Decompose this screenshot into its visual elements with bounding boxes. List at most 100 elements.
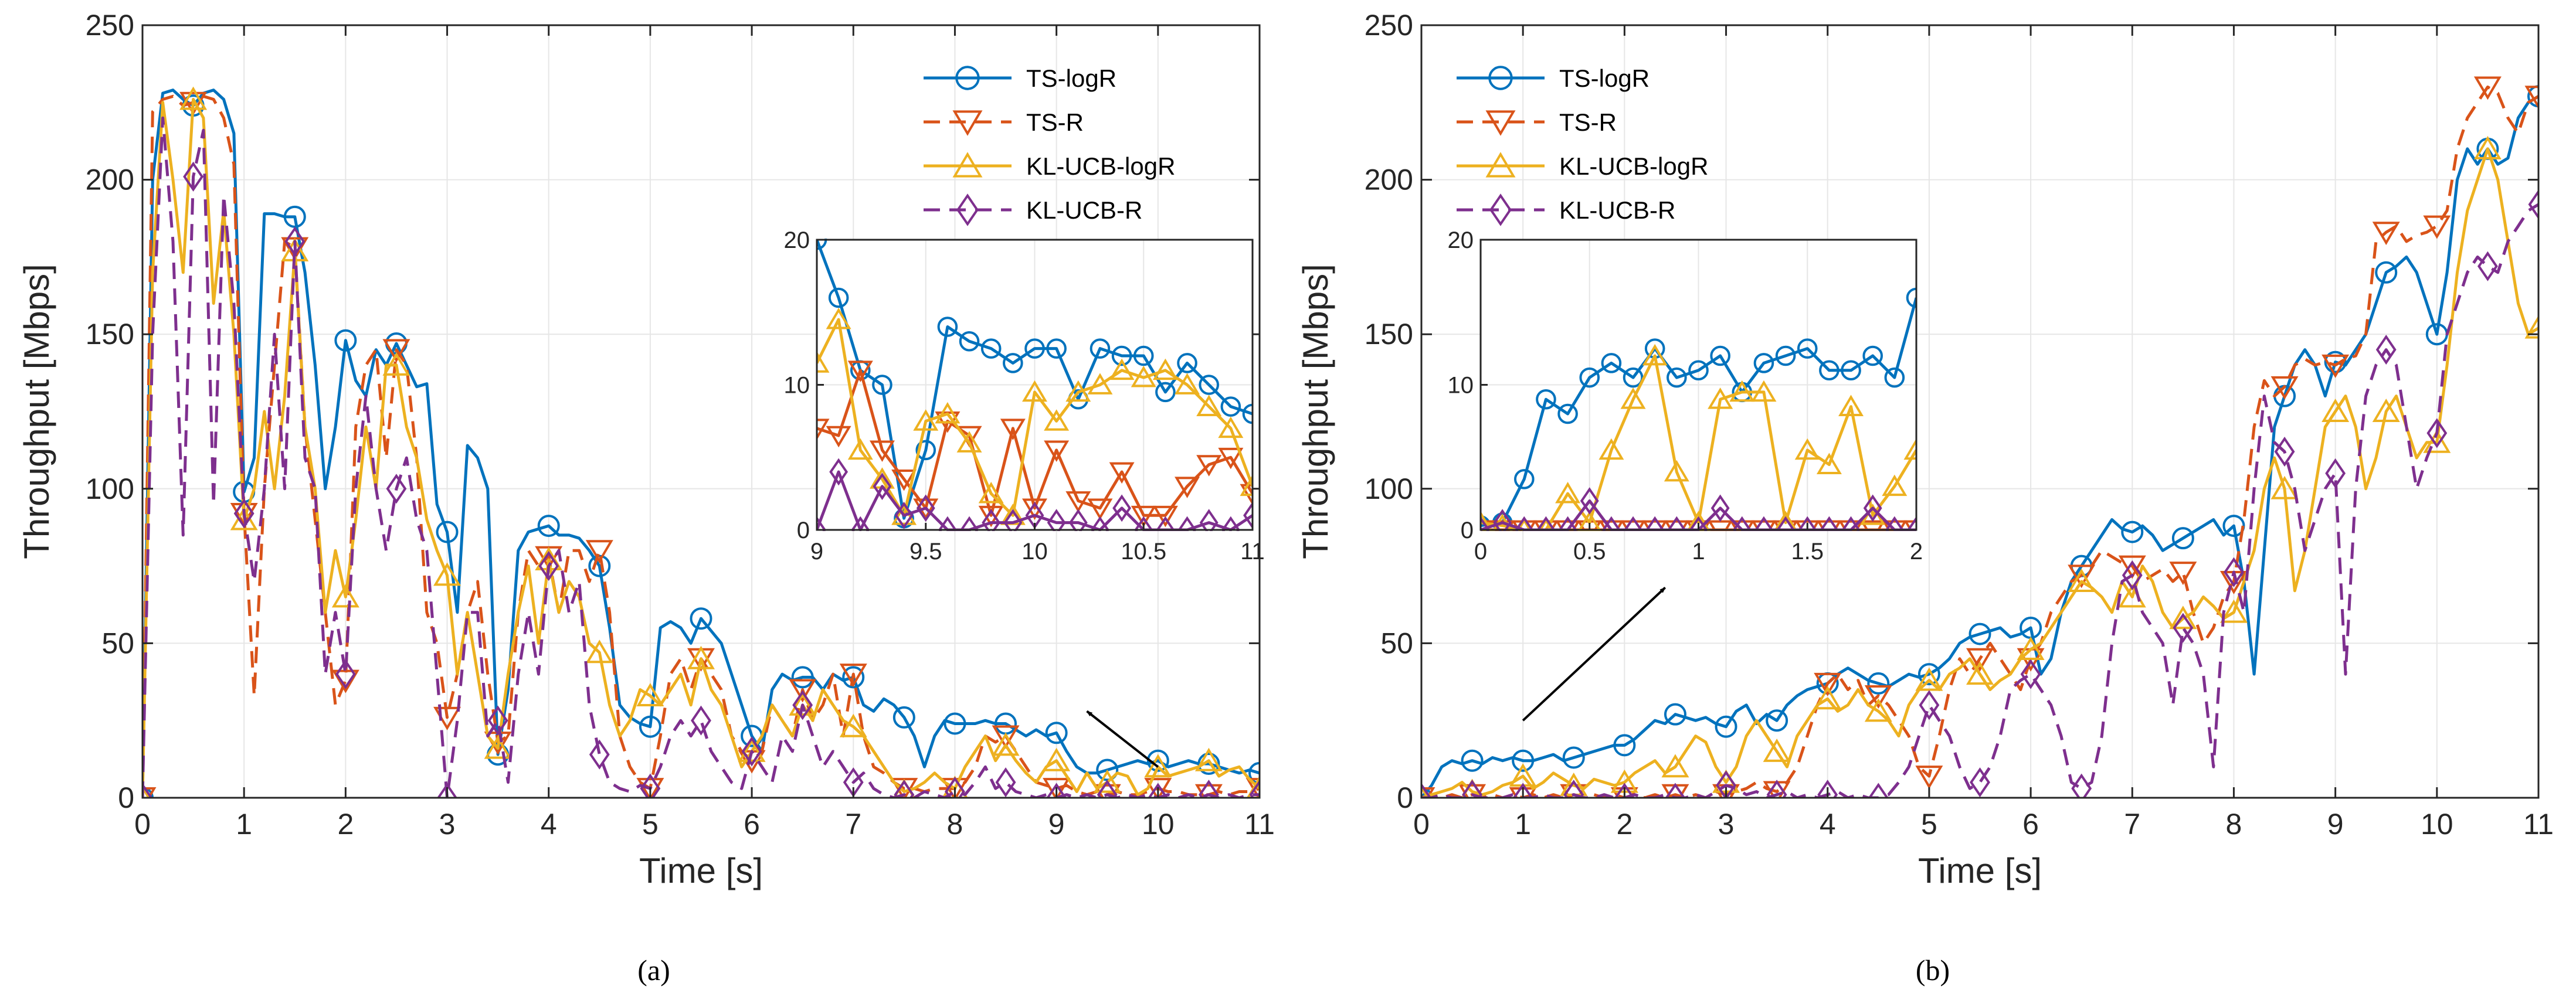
legend-label-TS-logR: TS-logR (1559, 64, 1650, 92)
x-tick-label: 2 (1616, 808, 1633, 841)
data-point-TS-R (2423, 215, 2451, 239)
data-point-TS-logR (1197, 753, 1220, 775)
data-point-KL-UCB-R (2375, 335, 2397, 365)
y-tick-label: 100 (86, 472, 134, 505)
inset-data-point-KL-UCB-R (1820, 516, 1839, 531)
data-point-KL-UCB-R (1097, 780, 1118, 798)
inset-data-point-KL-UCB-R (1624, 516, 1642, 531)
data-point-TS-R (1043, 778, 1071, 798)
data-point-KL-UCB-logR (484, 735, 512, 759)
y-tick-label: 250 (86, 9, 134, 42)
data-point-KL-UCB-R (1919, 690, 1940, 720)
y-tick-label: 0 (1397, 781, 1413, 814)
y-tick-label: 100 (1365, 472, 1413, 505)
inset-data-point-KL-UCB-R (1481, 516, 1490, 531)
inset-data-point-TS-logR (1220, 396, 1241, 417)
series-KL-UCB-logR (142, 86, 1260, 798)
data-point-TS-R (839, 664, 867, 688)
data-point-TS-logR (1715, 715, 1737, 738)
inset-data-point-KL-UCB-logR (956, 431, 982, 453)
data-point-TS-R (2270, 376, 2299, 400)
inset-series-line-KL-UCB-logR (1481, 354, 1916, 531)
data-point-KL-UCB-R (142, 783, 153, 798)
x-tick-label: 7 (2124, 808, 2140, 841)
inset-data-point-KL-UCB-logR (1577, 511, 1602, 531)
data-point-KL-UCB-logR (1966, 661, 1994, 685)
data-point-TS-R (331, 669, 359, 693)
inset-data-point-KL-UCB-logR (1686, 511, 1710, 531)
data-point-KL-UCB-R (487, 705, 508, 736)
inset-series-line-TS-R (817, 369, 1253, 517)
data-point-KL-UCB-logR (2169, 606, 2197, 630)
data-point-KL-UCB-logR (2219, 599, 2248, 623)
data-point-TS-R (179, 91, 208, 115)
legend-marker-KL-UCB-R (1489, 193, 1512, 226)
inset-data-point-KL-UCB-logR (935, 402, 961, 424)
data-point-TS-logR (791, 666, 814, 689)
data-point-KL-UCB-logR (382, 352, 410, 376)
data-point-KL-UCB-R (894, 780, 915, 798)
inset-data-point-KL-UCB-R (829, 458, 849, 486)
data-point-TS-R (2524, 86, 2538, 110)
data-point-KL-UCB-R (2173, 613, 2194, 643)
inset-data-point-TS-R (1000, 419, 1026, 440)
data-point-KL-UCB-logR (1915, 667, 1943, 691)
data-point-KL-UCB-R (640, 773, 661, 798)
x-tick-label: 8 (2226, 808, 2242, 841)
inset-data-point-KL-UCB-logR (1044, 409, 1070, 431)
inset-data-point-KL-UCB-R (1689, 516, 1708, 531)
inset-data-point-TS-logR (1003, 353, 1023, 373)
data-point-TS-logR (1867, 672, 1890, 695)
data-point-TS-logR (588, 555, 611, 577)
inset-data-point-KL-UCB-logR (1196, 394, 1222, 417)
inset-x-tick-label: 11 (1240, 539, 1265, 564)
data-point-KL-UCB-logR (2423, 429, 2451, 453)
data-point-KL-UCB-logR (1246, 775, 1260, 798)
data-point-KL-UCB-R (691, 705, 711, 736)
data-point-KL-UCB-R (2224, 557, 2244, 587)
inset-data-point-KL-UCB-logR (1729, 380, 1755, 402)
data-point-KL-UCB-logR (1144, 754, 1172, 778)
legend-marker-KL-UCB-logR (952, 152, 983, 178)
inset-data-point-KL-UCB-R (817, 516, 826, 531)
inset-data-point-KL-UCB-logR (817, 351, 830, 373)
inset-data-point-KL-UCB-R (873, 472, 892, 501)
inset-data-point-TS-R (891, 469, 917, 491)
legend-label-TS-R: TS-R (1559, 108, 1617, 136)
data-point-KL-UCB-logR (1864, 698, 1892, 722)
inset-data-point-KL-UCB-logR (1481, 511, 1493, 531)
y-tick-label: 150 (86, 318, 134, 351)
series-KL-UCB-R (1421, 189, 2538, 798)
data-point-KL-UCB-logR (839, 713, 867, 737)
data-point-KL-UCB-R (741, 736, 762, 767)
x-tick-label: 1 (236, 808, 252, 841)
data-point-TS-R (382, 339, 410, 363)
data-point-TS-logR (892, 706, 915, 729)
x-tick-label: 3 (1718, 808, 1735, 841)
inset-data-point-TS-logR (915, 440, 936, 461)
data-point-KL-UCB-R (2020, 659, 2041, 689)
data-point-TS-R (636, 778, 664, 798)
inset-data-point-KL-UCB-R (960, 516, 979, 531)
inset-data-point-TS-logR (980, 338, 1002, 359)
inset-x-tick-label: 10 (1021, 539, 1048, 564)
data-point-KL-UCB-logR (1093, 769, 1121, 793)
inset-data-point-KL-UCB-logR (1598, 438, 1624, 460)
data-point-TS-logR (2527, 85, 2538, 108)
series-line-KL-UCB-R (1421, 203, 2538, 798)
inset-data-point-KL-UCB-logR (1794, 438, 1820, 460)
data-point-KL-UCB-logR (687, 645, 715, 669)
data-point-KL-UCB-R (1421, 783, 1432, 798)
x-tick-label: 0 (134, 808, 151, 841)
inset-data-point-KL-UCB-logR (1065, 380, 1091, 402)
legend-marker-TS-logR (955, 66, 980, 90)
data-point-TS-logR (2324, 351, 2347, 373)
series-TS-logR (1421, 85, 2538, 798)
inset-data-point-KL-UCB-R (851, 516, 870, 531)
data-point-KL-UCB-logR (2270, 475, 2299, 499)
data-point-KL-UCB-logR (992, 732, 1020, 756)
data-point-KL-UCB-R (538, 551, 559, 581)
inset-data-point-KL-UCB-R (1732, 516, 1752, 531)
